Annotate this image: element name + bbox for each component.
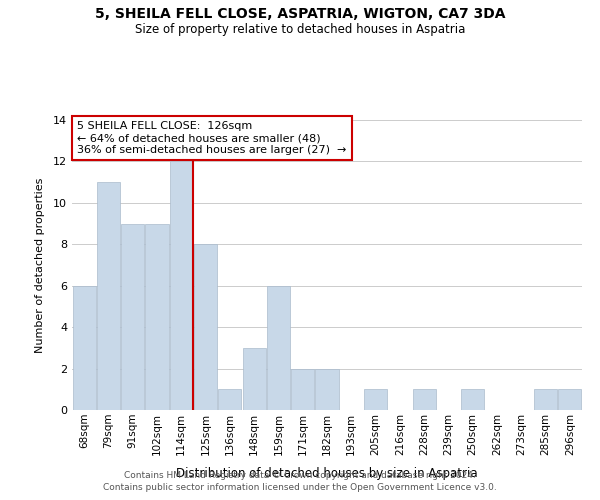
Bar (194, 244, 217, 410)
Text: Contains HM Land Registry data © Crown copyright and database right 2024.
Contai: Contains HM Land Registry data © Crown c… (103, 471, 497, 492)
Bar (316, 368, 338, 410)
Text: Distribution of detached houses by size in Aspatria: Distribution of detached houses by size … (176, 468, 478, 480)
Text: 5, SHEILA FELL CLOSE, ASPATRIA, WIGTON, CA7 3DA: 5, SHEILA FELL CLOSE, ASPATRIA, WIGTON, … (95, 8, 505, 22)
Bar (218, 390, 241, 410)
Bar (170, 162, 193, 410)
Bar (291, 368, 314, 410)
Bar (267, 286, 290, 410)
Bar (242, 348, 266, 410)
Bar (413, 390, 436, 410)
Bar (97, 182, 120, 410)
Bar (559, 390, 581, 410)
Y-axis label: Number of detached properties: Number of detached properties (35, 178, 44, 352)
Bar (121, 224, 144, 410)
Text: Size of property relative to detached houses in Aspatria: Size of property relative to detached ho… (135, 22, 465, 36)
Bar (145, 224, 169, 410)
Bar (461, 390, 484, 410)
Bar (364, 390, 387, 410)
Bar (534, 390, 557, 410)
Text: 5 SHEILA FELL CLOSE:  126sqm
← 64% of detached houses are smaller (48)
36% of se: 5 SHEILA FELL CLOSE: 126sqm ← 64% of det… (77, 122, 346, 154)
Bar (73, 286, 95, 410)
